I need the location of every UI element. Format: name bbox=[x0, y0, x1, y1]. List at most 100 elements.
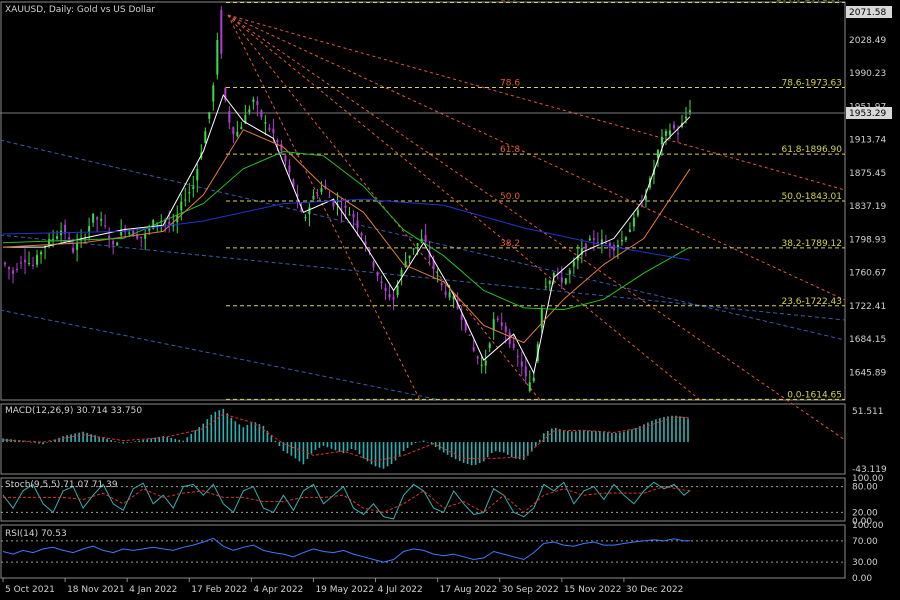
candle-body bbox=[316, 194, 319, 196]
candle-body bbox=[304, 217, 307, 219]
macd-bar bbox=[78, 432, 80, 443]
candle-body bbox=[56, 236, 59, 239]
price-tick-label: 1684.15 bbox=[849, 335, 886, 345]
macd-bar bbox=[218, 410, 221, 443]
macd-bar bbox=[94, 435, 96, 443]
candle-body bbox=[144, 233, 147, 239]
top-price-box bbox=[846, 6, 892, 18]
candle-body bbox=[580, 247, 583, 255]
candle-body bbox=[592, 238, 595, 240]
macd-label: MACD(12,26,9) 30.714 33.750 bbox=[5, 406, 142, 416]
price-tick-label: 1760.67 bbox=[849, 269, 886, 279]
macd-bar bbox=[54, 439, 56, 443]
macd-bar bbox=[202, 423, 205, 443]
candle-body bbox=[44, 246, 47, 249]
candle-body bbox=[252, 99, 255, 103]
candle-body bbox=[488, 343, 491, 349]
candle-body bbox=[400, 270, 403, 277]
macd-bar bbox=[446, 442, 449, 455]
macd-bar bbox=[338, 442, 341, 452]
macd-bar bbox=[290, 442, 293, 456]
time-tick-label: 19 May 2022 bbox=[315, 585, 374, 595]
time-tick-label: 30 Sep 2022 bbox=[502, 585, 559, 595]
macd-bar bbox=[214, 411, 217, 443]
candle-body bbox=[228, 111, 231, 123]
time-tick-label: 30 Dec 2022 bbox=[626, 585, 684, 595]
candle-body bbox=[196, 169, 199, 181]
macd-bar bbox=[623, 431, 625, 443]
candle-body bbox=[584, 243, 587, 249]
candle-body bbox=[32, 264, 35, 266]
macd-bar bbox=[82, 431, 84, 443]
macd-bar bbox=[238, 424, 241, 443]
macd-bar bbox=[518, 442, 521, 460]
candle-body bbox=[668, 130, 671, 136]
candle-body bbox=[568, 270, 571, 274]
macd-bar bbox=[134, 441, 136, 443]
candle-body bbox=[656, 150, 659, 159]
time-tick-label: 4 Jul 2022 bbox=[378, 585, 423, 595]
macd-bar bbox=[671, 415, 673, 443]
macd-bar bbox=[334, 442, 337, 451]
macd-bar bbox=[506, 442, 509, 455]
macd-bar bbox=[298, 442, 301, 462]
fibo-level-value: 23.6-1722.43 bbox=[781, 297, 842, 307]
macd-bar bbox=[538, 439, 541, 443]
macd-bar bbox=[382, 442, 385, 469]
top-price-label: 2071.58 bbox=[849, 8, 886, 18]
candle-body bbox=[448, 292, 451, 298]
macd-bar bbox=[643, 424, 645, 443]
candle-body bbox=[576, 255, 579, 261]
candle-body bbox=[484, 360, 487, 366]
macd-bar bbox=[354, 442, 357, 451]
candle-body bbox=[676, 133, 679, 135]
stoch-tick-label: 80.00 bbox=[852, 483, 878, 493]
macd-bar bbox=[146, 439, 149, 443]
candle-body bbox=[140, 236, 143, 239]
macd-bar bbox=[390, 442, 393, 464]
candle-body bbox=[188, 192, 191, 194]
fibo-level-label: 50.0 bbox=[500, 192, 520, 202]
rsi-tick-label: 70.00 bbox=[852, 537, 878, 547]
macd-axis-min: -43.119 bbox=[852, 465, 887, 475]
macd-bar bbox=[402, 442, 405, 451]
macd-bar bbox=[102, 437, 104, 443]
candle-body bbox=[480, 364, 483, 366]
candle-body bbox=[396, 285, 399, 295]
macd-bar bbox=[603, 431, 605, 443]
macd-bar bbox=[647, 422, 649, 443]
stoch-signal-line bbox=[3, 486, 691, 514]
candle-body bbox=[136, 234, 139, 239]
macd-bar bbox=[246, 424, 249, 443]
macd-bar bbox=[330, 442, 333, 449]
macd-bar bbox=[26, 441, 28, 443]
candle-body bbox=[632, 217, 635, 227]
macd-bar bbox=[627, 430, 629, 443]
candle-body bbox=[48, 239, 51, 246]
macd-bar bbox=[222, 408, 225, 443]
candle-body bbox=[260, 110, 263, 118]
candle-body bbox=[36, 255, 39, 265]
macd-bar bbox=[486, 442, 489, 458]
candle-body bbox=[560, 277, 563, 283]
macd-bar bbox=[571, 431, 573, 443]
candle-body bbox=[280, 143, 283, 151]
candle-body bbox=[524, 366, 527, 377]
candle-body bbox=[108, 235, 111, 240]
macd-bar bbox=[322, 442, 325, 446]
macd-bar bbox=[567, 430, 569, 443]
candle-body bbox=[292, 179, 295, 188]
macd-bar bbox=[587, 430, 589, 443]
pane-rsi bbox=[0, 524, 846, 579]
price-tick-label: 1913.74 bbox=[849, 136, 886, 146]
macd-bar bbox=[70, 434, 72, 443]
fib-fan-line bbox=[227, 14, 846, 301]
candle-body bbox=[388, 294, 391, 298]
macd-bar bbox=[619, 432, 621, 443]
candle-body bbox=[472, 347, 475, 351]
fib-fan-line bbox=[227, 14, 846, 191]
macd-bar bbox=[210, 414, 213, 443]
fibo-level-value: 78.6-1973.63 bbox=[781, 78, 842, 88]
macd-bar bbox=[90, 434, 92, 443]
